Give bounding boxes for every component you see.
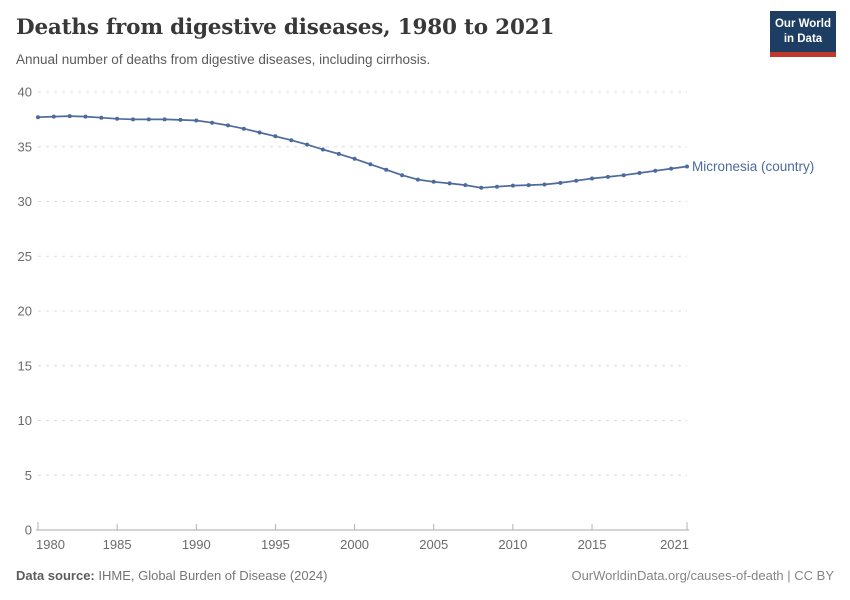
owid-logo-line2: in Data <box>783 32 823 45</box>
owid-logo-line1: Our World <box>774 18 831 30</box>
y-tick-label: 0 <box>25 523 32 538</box>
y-tick-label: 15 <box>18 358 32 373</box>
y-tick-label: 25 <box>18 249 32 264</box>
data-point[interactable] <box>320 147 325 152</box>
data-point[interactable] <box>495 184 499 189</box>
data-point[interactable] <box>67 114 72 119</box>
x-tick-label: 2000 <box>340 537 369 552</box>
data-point[interactable] <box>305 142 310 147</box>
data-point[interactable] <box>226 123 230 128</box>
data-point[interactable] <box>590 176 594 181</box>
series-entity-label[interactable]: Micronesia (country) <box>692 159 814 174</box>
x-tick-label: 1990 <box>182 537 211 552</box>
data-point[interactable] <box>336 151 341 156</box>
data-point[interactable] <box>558 180 563 185</box>
x-tick-label: 2005 <box>419 537 448 552</box>
data-point[interactable] <box>368 162 373 167</box>
data-point[interactable] <box>241 126 246 131</box>
data-point[interactable] <box>51 114 56 119</box>
series-line[interactable] <box>37 115 688 189</box>
data-point[interactable] <box>621 173 626 178</box>
data-point[interactable] <box>605 174 610 179</box>
y-tick-label: 40 <box>18 85 32 100</box>
owid-logo[interactable]: Our World in Data <box>770 11 836 57</box>
data-point[interactable] <box>146 117 151 122</box>
x-tick-label: 1980 <box>36 537 65 552</box>
data-series <box>36 114 689 190</box>
data-point[interactable] <box>83 114 88 119</box>
y-tick-label: 35 <box>18 139 32 154</box>
data-point[interactable] <box>36 115 40 120</box>
data-point[interactable] <box>526 183 531 188</box>
x-tick-label: 1985 <box>103 537 132 552</box>
attribution-link[interactable]: OurWorldinData.org/causes-of-death | CC … <box>571 568 834 583</box>
chart-subtitle: Annual number of deaths from digestive d… <box>16 52 431 67</box>
data-source-label: Data source: <box>16 568 95 583</box>
data-point[interactable] <box>653 168 658 173</box>
data-point[interactable] <box>384 167 389 172</box>
data-point[interactable] <box>447 181 452 186</box>
data-point[interactable] <box>510 183 515 188</box>
gridlines <box>38 91 687 476</box>
data-point[interactable] <box>273 134 278 139</box>
y-tick-label: 5 <box>25 468 32 483</box>
y-tick-label: 30 <box>18 194 32 209</box>
data-point[interactable] <box>479 185 484 190</box>
data-point[interactable] <box>637 171 642 175</box>
data-point[interactable] <box>257 130 262 135</box>
x-tick-label: 1995 <box>261 537 290 552</box>
data-point[interactable] <box>415 177 420 182</box>
data-point[interactable] <box>178 117 183 122</box>
axes: 0 5 10 15 20 25 30 35 40 1980 1985 1990 1995 2000 2005… <box>18 85 689 552</box>
data-point[interactable] <box>574 178 579 183</box>
data-point[interactable] <box>669 166 674 171</box>
data-point[interactable] <box>194 118 199 123</box>
chart-footer: Data source: IHME, Global Burden of Dise… <box>16 568 834 583</box>
data-point[interactable] <box>352 156 357 161</box>
x-tick-label: 2021 <box>660 537 689 552</box>
data-point[interactable] <box>400 173 405 178</box>
page-title: Deaths from digestive diseases, 1980 to … <box>16 15 555 40</box>
x-tick-label: 2010 <box>498 537 527 552</box>
data-point[interactable] <box>115 116 120 121</box>
y-tick-label: 10 <box>18 413 32 428</box>
data-point[interactable] <box>685 164 689 169</box>
data-source-text: IHME, Global Burden of Disease (2024) <box>94 568 328 583</box>
data-point[interactable] <box>210 120 215 125</box>
data-source-note: Data source: IHME, Global Burden of Dise… <box>16 568 327 583</box>
data-point[interactable] <box>289 138 294 143</box>
data-point[interactable] <box>431 179 436 184</box>
x-tick-label: 2015 <box>578 537 607 552</box>
data-point[interactable] <box>463 183 468 188</box>
data-point[interactable] <box>131 117 135 122</box>
data-point[interactable] <box>99 115 104 120</box>
y-tick-label: 20 <box>18 304 32 319</box>
data-point[interactable] <box>162 117 167 122</box>
data-point[interactable] <box>542 182 547 187</box>
